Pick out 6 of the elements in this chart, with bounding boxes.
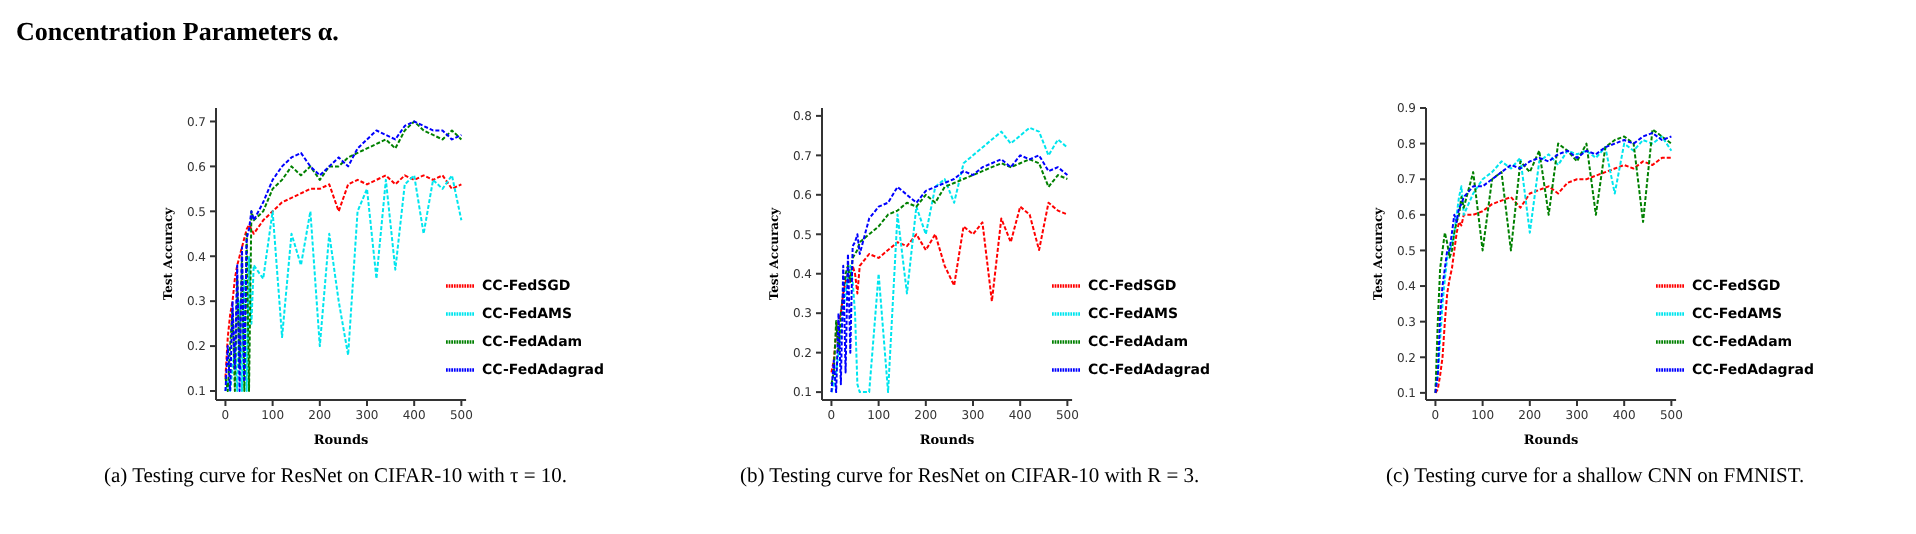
chart-title: Concentration Parameters α.	[16, 16, 339, 48]
line-series	[224, 120, 463, 393]
text: (c) Testing curve for a shallow CNN on FMNIST.	[1386, 464, 1807, 490]
text: (b) Testing curve for ResNet on CIFAR-10 with R = 3.	[740, 464, 1202, 490]
text: (a) Testing curve for ResNet on CIFAR-10 with τ = 10.	[104, 466, 568, 488]
line-series	[830, 201, 1069, 374]
